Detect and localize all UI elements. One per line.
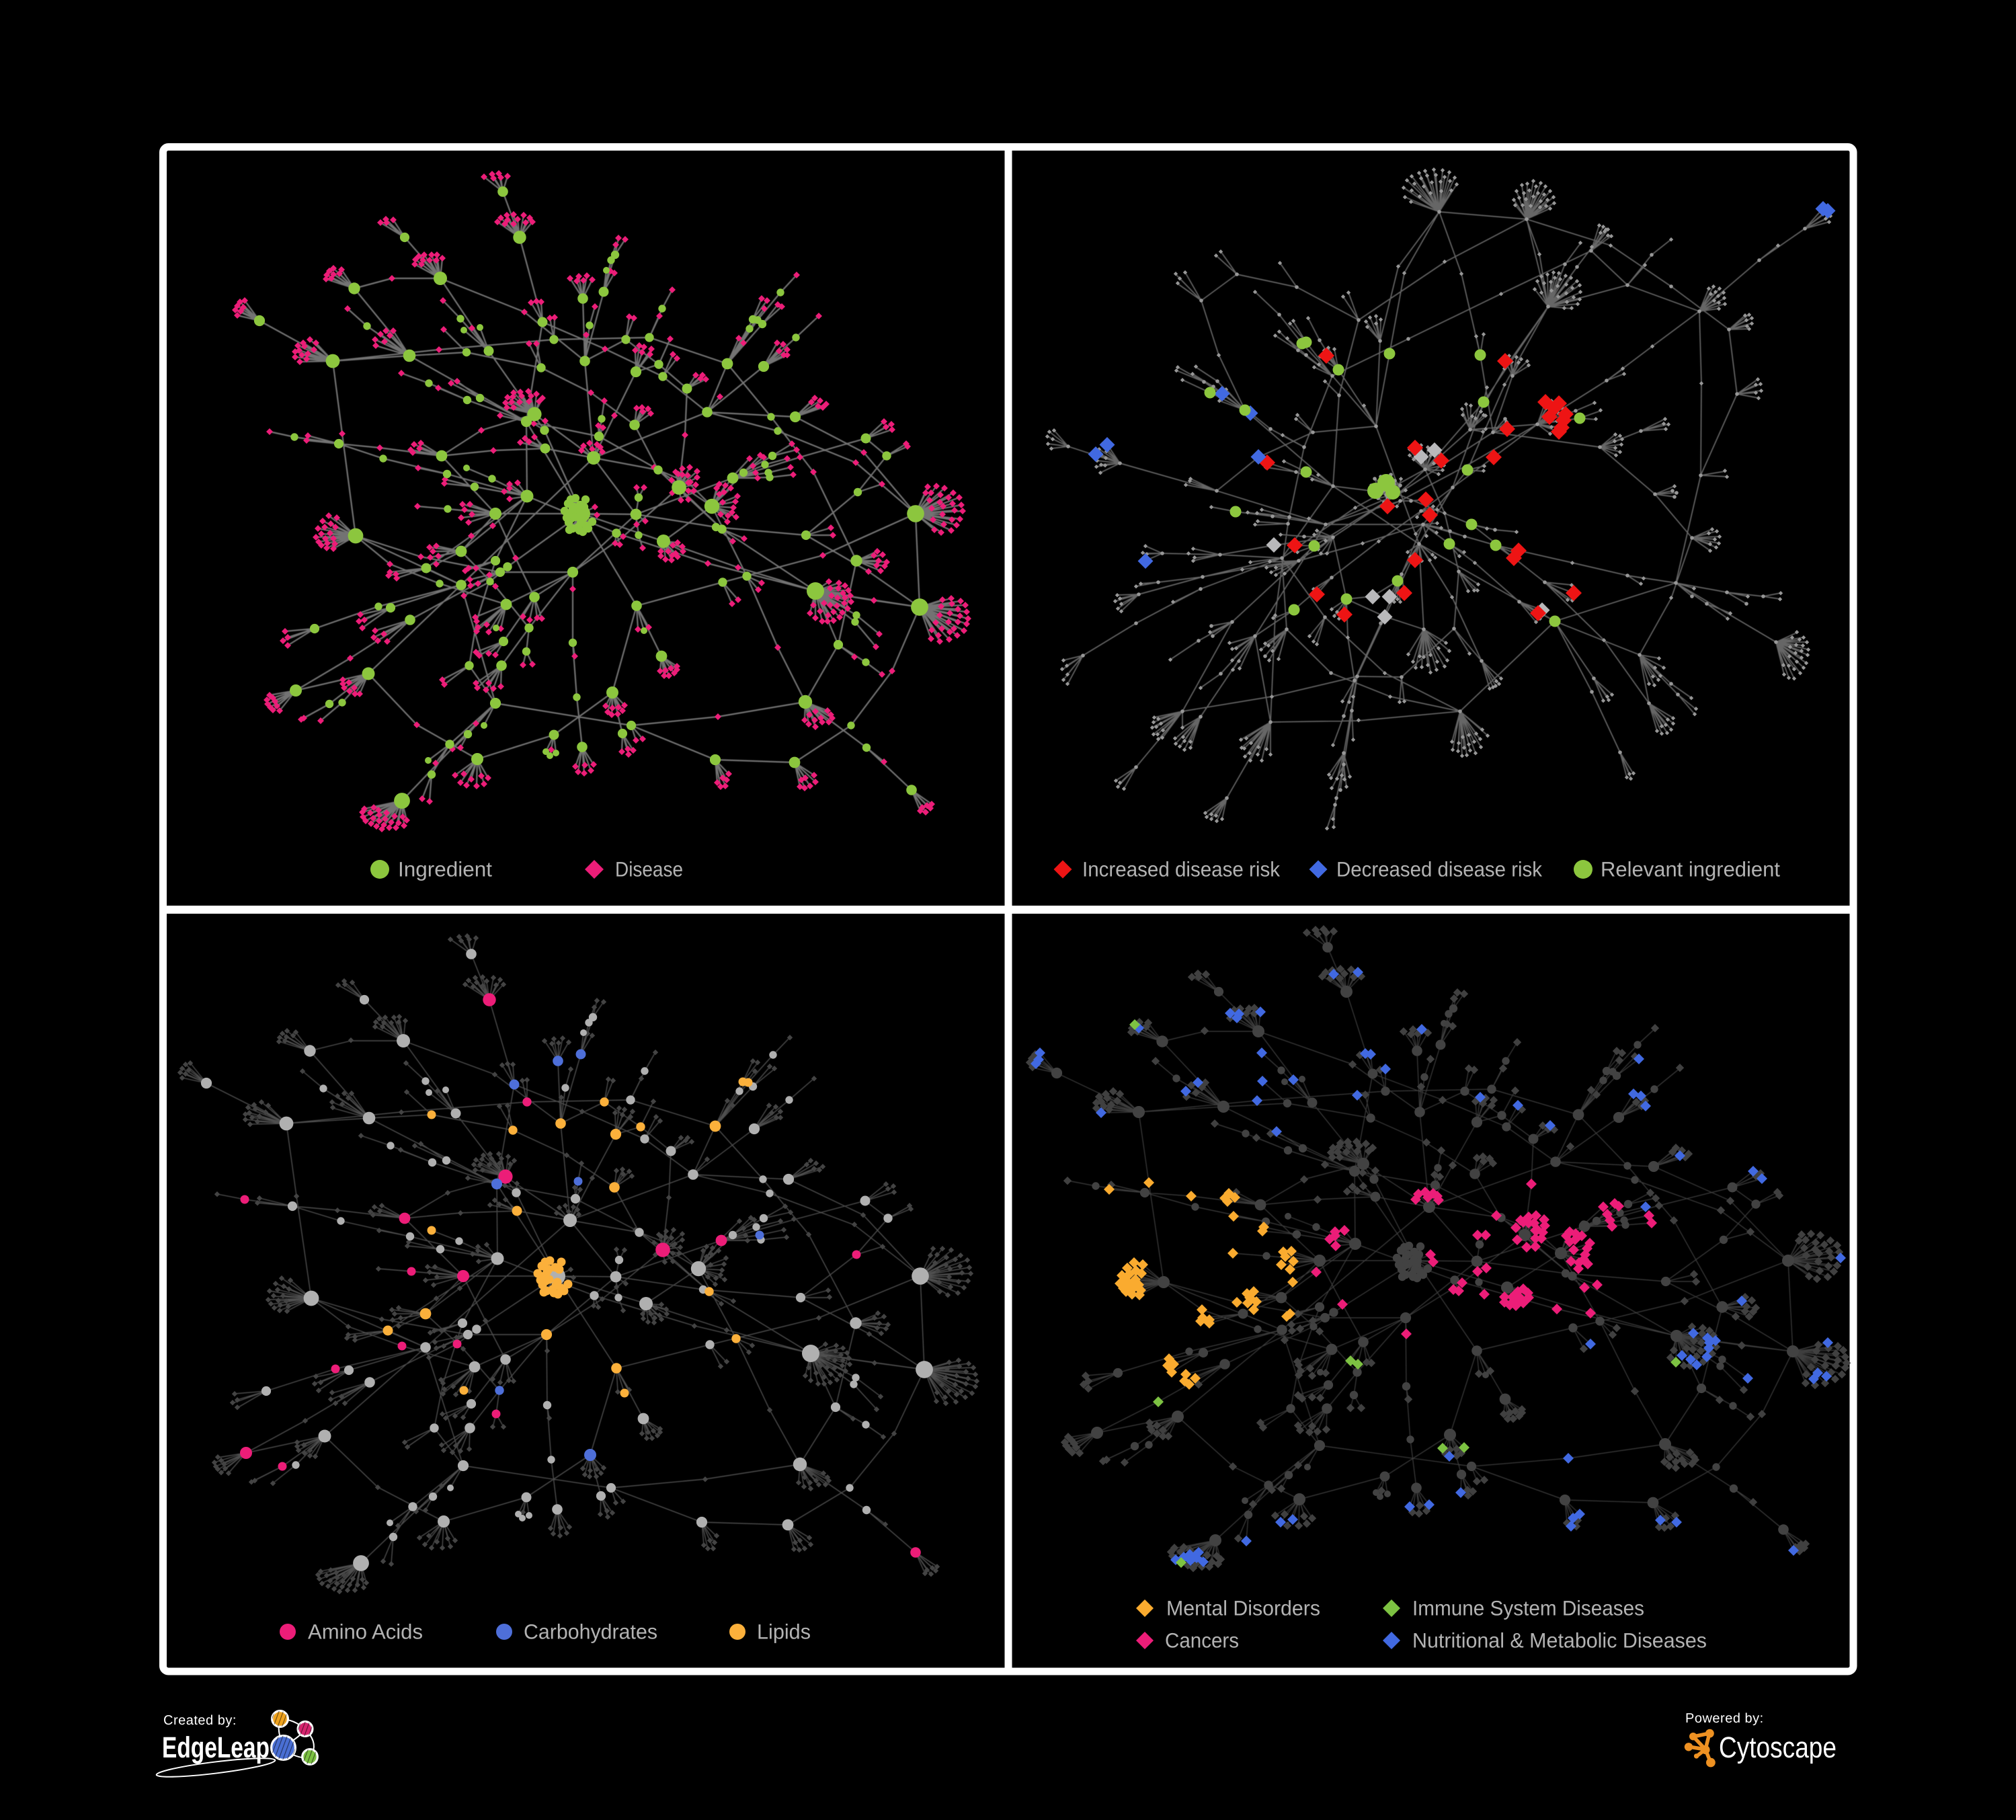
svg-text:EdgeLeap: EdgeLeap bbox=[162, 1731, 270, 1764]
svg-text:Decreased disease risk: Decreased disease risk bbox=[1336, 858, 1542, 881]
svg-text:Nutritional & Metabolic Diseas: Nutritional & Metabolic Diseases bbox=[1412, 1629, 1707, 1653]
svg-text:Amino Acids: Amino Acids bbox=[308, 1620, 423, 1644]
svg-text:Carbohydrates: Carbohydrates bbox=[524, 1620, 657, 1644]
svg-text:Increased disease risk: Increased disease risk bbox=[1082, 858, 1280, 881]
svg-text:Mental Disorders: Mental Disorders bbox=[1166, 1597, 1320, 1620]
svg-text:Cancers: Cancers bbox=[1165, 1629, 1239, 1653]
svg-text:Ingredient: Ingredient bbox=[398, 858, 492, 881]
svg-text:Disease: Disease bbox=[615, 858, 683, 881]
svg-text:Immune System Diseases: Immune System Diseases bbox=[1412, 1597, 1644, 1620]
svg-text:Powered by:: Powered by: bbox=[1685, 1711, 1764, 1726]
svg-text:Relevant ingredient: Relevant ingredient bbox=[1601, 858, 1780, 881]
svg-text:Cytoscape: Cytoscape bbox=[1719, 1731, 1837, 1764]
svg-text:Lipids: Lipids bbox=[757, 1620, 811, 1644]
svg-text:Created by:: Created by: bbox=[163, 1713, 237, 1728]
